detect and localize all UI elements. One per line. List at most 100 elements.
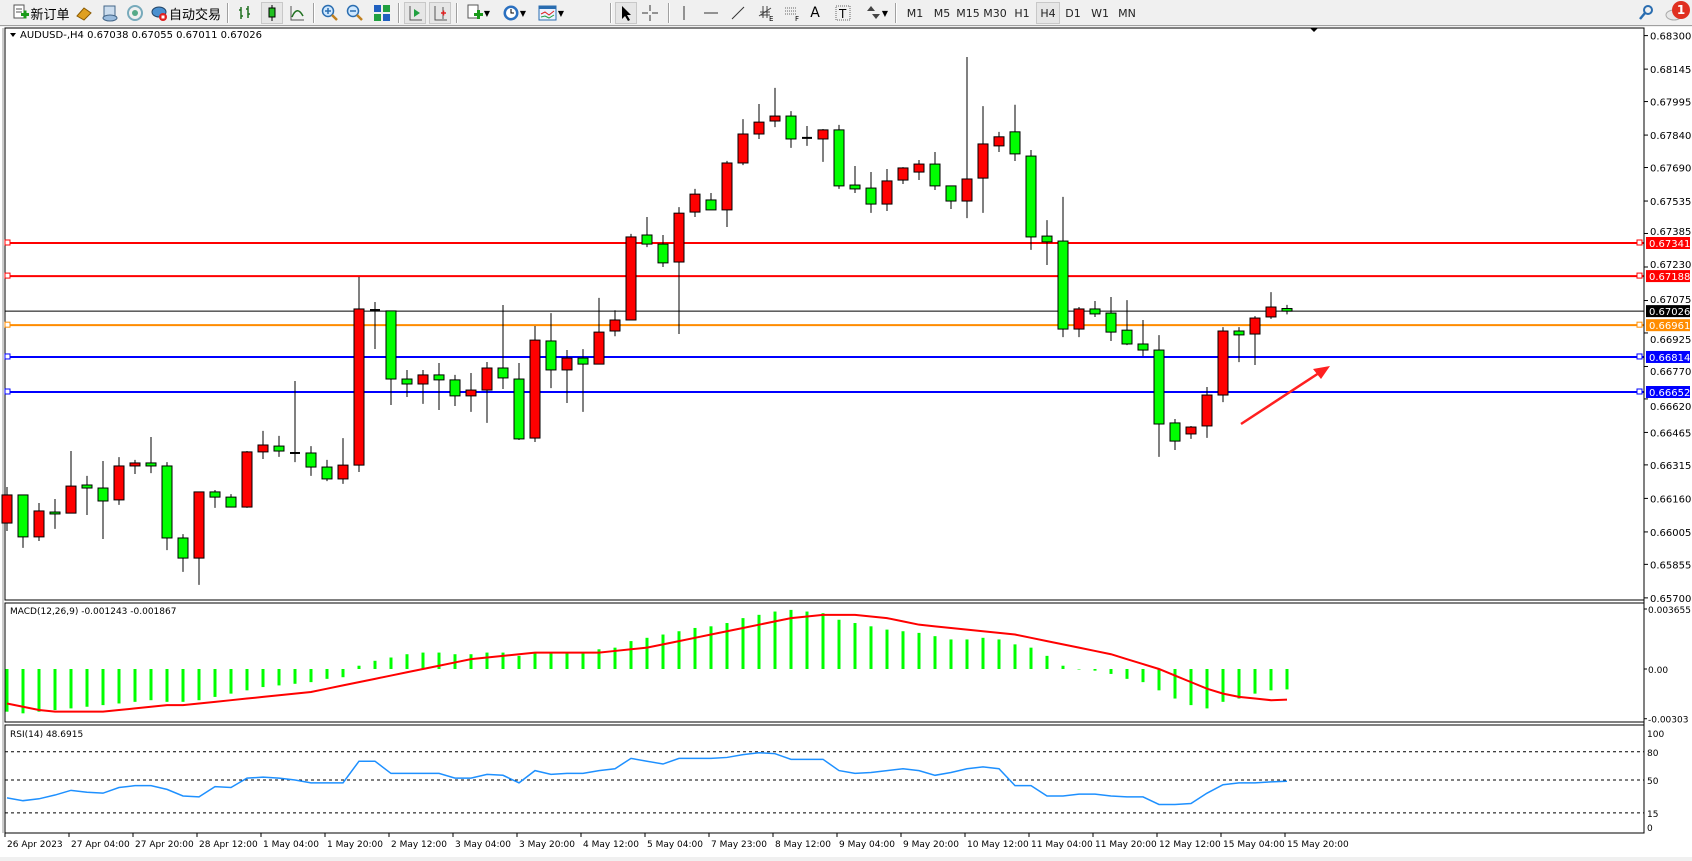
- candle-bearish: [433, 374, 445, 381]
- symbol-menu-triangle-icon[interactable]: [10, 33, 16, 37]
- macd-histogram-bar: [1109, 669, 1113, 674]
- level-handle-right[interactable]: [1636, 388, 1643, 395]
- timeframe-m5-button[interactable]: M5: [933, 6, 951, 20]
- level-handle-right[interactable]: [1636, 272, 1643, 279]
- macd-histogram-bar: [389, 657, 393, 669]
- level-handle-left[interactable]: [4, 321, 11, 328]
- candle-bearish: [1137, 343, 1149, 351]
- candle-bullish: [33, 510, 45, 538]
- price-tick-label: 0.66315: [1650, 461, 1691, 472]
- cursor-button[interactable]: [615, 2, 637, 24]
- candle-bearish: [705, 199, 717, 211]
- level-price-badge: [1646, 350, 1690, 363]
- signals-button[interactable]: [125, 2, 145, 24]
- line-chart-button[interactable]: [287, 2, 307, 24]
- time-tick-label: 1 May 20:00: [327, 840, 383, 850]
- chart-window[interactable]: 0.68300 0.68145 0.67995 0.67840 0.67690 0.675…: [0, 27, 1692, 857]
- macd-histogram-bar: [901, 631, 905, 669]
- macd-histogram-bar: [101, 669, 105, 706]
- timeframe-d1-button[interactable]: D1: [1065, 6, 1081, 20]
- level-handle-right[interactable]: [1636, 321, 1643, 328]
- macd-histogram-bar: [421, 652, 425, 669]
- candle-bullish: [913, 163, 925, 173]
- macd-histogram-bar: [1285, 669, 1289, 690]
- bar-chart-button[interactable]: [235, 2, 255, 24]
- macd-histogram-bar: [357, 665, 361, 669]
- candle-bullish: [753, 121, 765, 135]
- level-handle-left[interactable]: [4, 239, 11, 246]
- indicators-button[interactable]: ▼: [461, 2, 495, 24]
- periods-button[interactable]: ▼: [497, 2, 531, 24]
- timeframe-m15-button[interactable]: M15: [956, 6, 980, 20]
- dropdown-arrow-icon: ▼: [881, 8, 889, 18]
- macd-histogram-bar: [661, 634, 665, 669]
- candle-bearish: [1025, 155, 1037, 238]
- svg-text:E: E: [769, 15, 773, 22]
- navigator-button[interactable]: [100, 2, 120, 24]
- timeframe-mn-button[interactable]: MN: [1118, 6, 1136, 20]
- candle-bullish: [353, 308, 365, 466]
- macd-histogram-bar: [597, 649, 601, 669]
- macd-histogram-bar: [261, 669, 265, 688]
- price-tick-label: 0.67840: [1650, 131, 1691, 142]
- level-handle-left[interactable]: [4, 272, 11, 279]
- chart-shift-marker-icon[interactable]: [1310, 28, 1318, 32]
- text-label-button[interactable]: T: [833, 2, 853, 24]
- macd-histogram-bar: [325, 669, 329, 679]
- time-tick-label: 15 May 20:00: [1287, 840, 1349, 850]
- new-order-button[interactable]: 新订单: [12, 2, 70, 24]
- chart-shift-button[interactable]: [429, 2, 451, 24]
- trend-arrow-head-icon[interactable]: [1313, 366, 1330, 379]
- macd-histogram-bar: [277, 669, 281, 686]
- timeframe-m30-button[interactable]: M30: [983, 6, 1007, 20]
- chart-canvas[interactable]: 0.68300 0.68145 0.67995 0.67840 0.67690 0.675…: [0, 27, 1692, 857]
- auto-trading-button[interactable]: 自动交易: [150, 2, 222, 24]
- time-tick-label: 15 May 04:00: [1223, 840, 1285, 850]
- level-handle-right[interactable]: [1636, 353, 1643, 360]
- candle-bullish: [1073, 308, 1085, 330]
- arrows-button[interactable]: ▼: [860, 2, 892, 24]
- zoom-out-icon: [346, 4, 363, 21]
- text-button[interactable]: A: [805, 2, 825, 24]
- fibonacci-expansion-button[interactable]: E: [756, 2, 776, 24]
- price-tick-label: 0.67075: [1650, 295, 1691, 306]
- candle-bullish: [769, 115, 781, 122]
- macd-histogram-bar: [1141, 669, 1145, 683]
- time-tick-label: 9 May 04:00: [839, 840, 895, 850]
- macd-histogram-bar: [549, 652, 553, 669]
- zoom-in-button[interactable]: [320, 2, 340, 24]
- trendline-button[interactable]: [728, 2, 748, 24]
- horizontal-line-button[interactable]: [701, 2, 721, 24]
- level-handle-left[interactable]: [4, 353, 11, 360]
- trend-arrow-shaft[interactable]: [1240, 369, 1323, 426]
- timeframe-h1-button[interactable]: H1: [1014, 6, 1030, 20]
- timeframe-h4-button[interactable]: H4: [1036, 2, 1060, 24]
- tile-windows-button[interactable]: [372, 2, 392, 24]
- timeframe-m1-button[interactable]: M1: [906, 6, 924, 20]
- zoom-out-button[interactable]: [345, 2, 365, 24]
- level-price-badge: [1646, 270, 1690, 283]
- macd-histogram-bar: [725, 623, 729, 669]
- candle-bearish: [385, 310, 397, 380]
- price-tick-label: 0.66465: [1650, 428, 1691, 439]
- candle-bearish: [49, 511, 61, 515]
- fibonacci-fan-button[interactable]: F: [782, 2, 802, 24]
- candle-bullish: [1217, 330, 1229, 396]
- timeframe-w1-button[interactable]: W1: [1091, 6, 1109, 20]
- market-watch-button[interactable]: [74, 2, 94, 24]
- auto-scroll-button[interactable]: [404, 2, 426, 24]
- candle-bullish: [673, 212, 685, 263]
- candlestick-button[interactable]: [261, 2, 283, 24]
- level-handle-left[interactable]: [4, 388, 11, 395]
- text-icon: A: [810, 5, 820, 21]
- level-handle-right[interactable]: [1636, 239, 1643, 246]
- search-button[interactable]: [1636, 2, 1656, 24]
- templates-button[interactable]: ▼: [533, 2, 569, 24]
- macd-histogram-bar: [293, 669, 297, 684]
- crosshair-button[interactable]: [640, 2, 660, 24]
- candle-bearish: [1281, 308, 1293, 312]
- vertical-line-button[interactable]: [674, 2, 694, 24]
- rsi-panel: [4, 724, 1645, 834]
- macd-histogram-bar: [197, 669, 201, 701]
- candle-bearish: [1169, 422, 1181, 442]
